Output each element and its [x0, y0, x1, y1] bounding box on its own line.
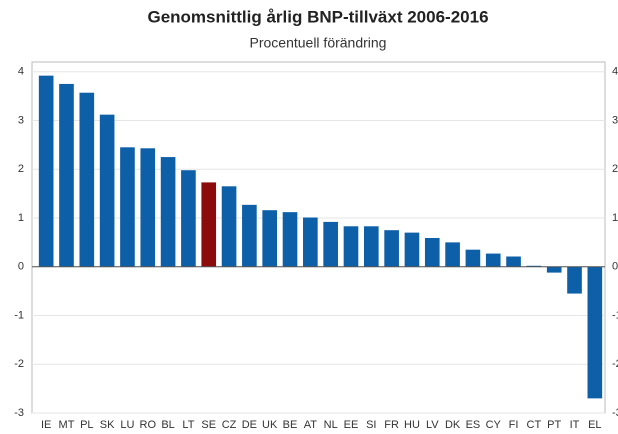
y2-tick-label: 2	[612, 163, 618, 175]
bar	[221, 186, 237, 267]
x-tick-label: LU	[120, 419, 134, 431]
x-tick-label: FI	[509, 419, 519, 431]
x-tick-label: PT	[547, 419, 561, 431]
bar	[384, 230, 399, 267]
y-tick-label: -3	[14, 407, 24, 419]
x-tick-label: PL	[80, 419, 93, 431]
x-tick-label: LT	[182, 419, 194, 431]
x-tick-label: UK	[262, 419, 278, 431]
y2-tick-label: -1	[612, 309, 618, 321]
bar	[445, 242, 460, 267]
x-tick-label: AT	[304, 419, 318, 431]
x-tick-label: DE	[242, 419, 257, 431]
bar	[242, 204, 257, 267]
bar	[303, 217, 318, 267]
bar	[546, 266, 562, 273]
bar	[140, 148, 156, 267]
bar	[201, 182, 217, 267]
y2-tick-label: 0	[612, 261, 618, 273]
bar	[79, 92, 95, 267]
bar	[160, 157, 176, 267]
bar	[323, 221, 338, 267]
x-tick-label: IT	[570, 419, 580, 431]
bar	[404, 232, 420, 267]
bar	[363, 226, 379, 267]
bar	[567, 266, 582, 294]
x-tick-label: EE	[344, 419, 359, 431]
bar	[587, 266, 603, 399]
y-tick-label: 3	[18, 114, 24, 126]
x-tick-label: BE	[283, 419, 298, 431]
x-tick-label: BL	[161, 419, 174, 431]
x-tick-label: LV	[426, 419, 439, 431]
bar	[181, 170, 196, 267]
x-tick-label: EL	[588, 419, 601, 431]
x-tick-label: CY	[486, 419, 502, 431]
bar	[38, 75, 54, 267]
x-tick-label: DK	[445, 419, 461, 431]
x-tick-label: IE	[41, 419, 51, 431]
plot-frame	[31, 61, 606, 414]
y2-tick-label: -3	[612, 407, 618, 419]
y-tick-label: 2	[18, 163, 24, 175]
bar	[282, 212, 298, 267]
x-tick-label: FR	[384, 419, 399, 431]
bar	[465, 249, 481, 267]
bar	[59, 83, 74, 267]
bar	[262, 210, 278, 267]
x-tick-label: HU	[404, 419, 420, 431]
x-tick-label: ES	[466, 419, 481, 431]
y2-tick-label: 4	[612, 66, 618, 78]
bar	[120, 147, 135, 267]
x-tick-label: RO	[140, 419, 157, 431]
bar	[506, 256, 521, 267]
x-tick-label: CZ	[222, 419, 237, 431]
bar	[485, 253, 501, 267]
chart-title: Genomsnittlig årlig BNP-tillväxt 2006-20…	[147, 7, 488, 26]
x-tick-label: SK	[100, 419, 115, 431]
y-tick-label: 0	[18, 261, 24, 273]
x-tick-label: MT	[59, 419, 75, 431]
y2-tick-label: -2	[612, 358, 618, 370]
bar	[343, 226, 359, 267]
y-tick-label: -1	[14, 309, 24, 321]
y2-tick-label: 3	[612, 114, 618, 126]
y2-tick-label: 1	[612, 212, 618, 224]
y-tick-label: 4	[18, 66, 24, 78]
x-tick-label: SE	[201, 419, 216, 431]
y-tick-label: -2	[14, 358, 24, 370]
x-tick-label: NL	[324, 419, 338, 431]
bar	[99, 114, 115, 267]
x-tick-label: SI	[366, 419, 376, 431]
bar	[424, 237, 440, 267]
y-tick-label: 1	[18, 212, 24, 224]
chart-subtitle: Procentuell förändring	[250, 35, 387, 51]
x-tick-label: CT	[527, 419, 542, 431]
